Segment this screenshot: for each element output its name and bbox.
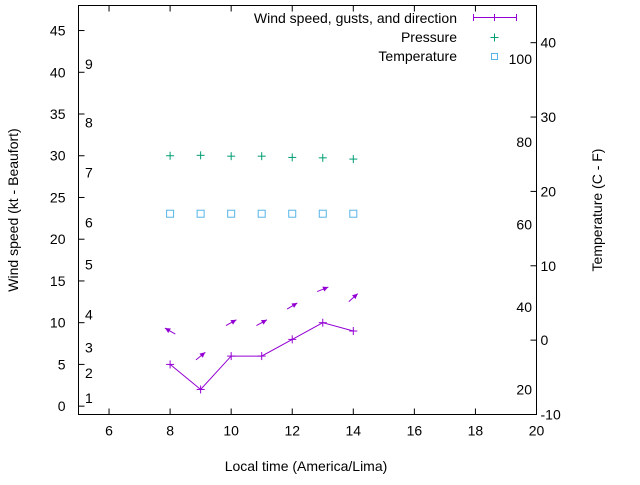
beaufort-label: 4 [85, 306, 93, 322]
y-tick-label: 40 [50, 64, 66, 80]
y-axis-label: Wind speed (kt - Beaufort) [5, 128, 21, 291]
beaufort-label: 8 [85, 114, 93, 130]
beaufort-label: 5 [85, 256, 93, 272]
wind-arrow-head [230, 319, 237, 325]
wind-arrow-head [199, 352, 206, 358]
fahrenheit-label: 20 [516, 382, 532, 398]
temperature-point [196, 209, 205, 218]
wind-arrow-head [164, 328, 171, 333]
y-tick-label: 30 [50, 148, 66, 164]
wind-arrow-head [322, 286, 329, 292]
y-tick-label: 0 [58, 398, 66, 414]
legend-pressure-label: Pressure [401, 29, 457, 45]
legend-wind-label: Wind speed, gusts, and direction [254, 10, 457, 26]
x-tick-label: 8 [166, 423, 174, 439]
x-tick-label: 18 [468, 423, 484, 439]
wind-speed-point [166, 360, 175, 369]
x-tick-label: 16 [407, 423, 423, 439]
y2-tick-label: 20 [541, 183, 557, 199]
x-tick-label: 10 [223, 423, 239, 439]
x-tick-label: 14 [346, 423, 362, 439]
y-tick-label: 25 [50, 189, 66, 205]
beaufort-label: 1 [85, 390, 93, 406]
pressure-point [349, 155, 358, 164]
legend: Wind speed, gusts, and direction Pressur… [254, 10, 517, 64]
y-tick-label: 10 [50, 315, 66, 331]
temperature-point [318, 209, 327, 218]
fahrenheit-label: 60 [516, 216, 532, 232]
y-tick-label: 35 [50, 106, 66, 122]
x-tick-label: 6 [105, 423, 113, 439]
wind-speed-point [349, 327, 358, 336]
beaufort-label: 6 [85, 215, 93, 231]
y2-tick-label: 10 [541, 258, 557, 274]
temperature-point [288, 209, 297, 218]
wind-speed-point [196, 385, 205, 394]
wind-speed-point [257, 352, 266, 361]
fahrenheit-label: 80 [516, 134, 532, 150]
pressure-point [227, 152, 236, 161]
legend-pressure-mark [490, 33, 499, 42]
wind-arrow-head [351, 293, 358, 300]
legend-temperature-mark [491, 53, 498, 60]
plot-border [78, 5, 537, 415]
beaufort-label: 3 [85, 340, 93, 356]
temperature-point [349, 209, 358, 218]
x-tick-label: 20 [529, 423, 545, 439]
wind-speed-point [288, 335, 297, 344]
fahrenheit-label: 40 [516, 299, 532, 315]
y-tick-label: 5 [58, 356, 66, 372]
y2-tick-label: 0 [541, 332, 549, 348]
fahrenheit-label: 100 [509, 51, 533, 67]
legend-temperature-label: Temperature [378, 48, 457, 64]
temperature-point [257, 209, 266, 218]
beaufort-label: 7 [85, 164, 93, 180]
y-tick-label: 15 [50, 273, 66, 289]
y2-tick-label: 40 [541, 35, 557, 51]
pressure-point [166, 151, 175, 160]
wind-speed-point [318, 318, 327, 327]
wind-speed-point [227, 352, 236, 361]
y-tick-label: 20 [50, 231, 66, 247]
y2-tick-label: -10 [541, 407, 561, 423]
y2-tick-label: 30 [541, 109, 557, 125]
temperature-point [166, 209, 175, 218]
beaufort-label: 2 [85, 365, 93, 381]
pressure-point [288, 153, 297, 162]
y-tick-label: 45 [50, 23, 66, 39]
temperature-point [227, 209, 236, 218]
wind-arrow-head [291, 302, 298, 308]
beaufort-label: 9 [85, 56, 93, 72]
wind-arrow-head [260, 319, 267, 325]
x-axis-label: Local time (America/Lima) [225, 458, 388, 474]
pressure-point [196, 151, 205, 160]
x-tick-label: 12 [284, 423, 300, 439]
pressure-point [257, 152, 266, 161]
pressure-point [318, 153, 327, 162]
y2-axis-label: Temperature (C - F) [589, 149, 605, 272]
